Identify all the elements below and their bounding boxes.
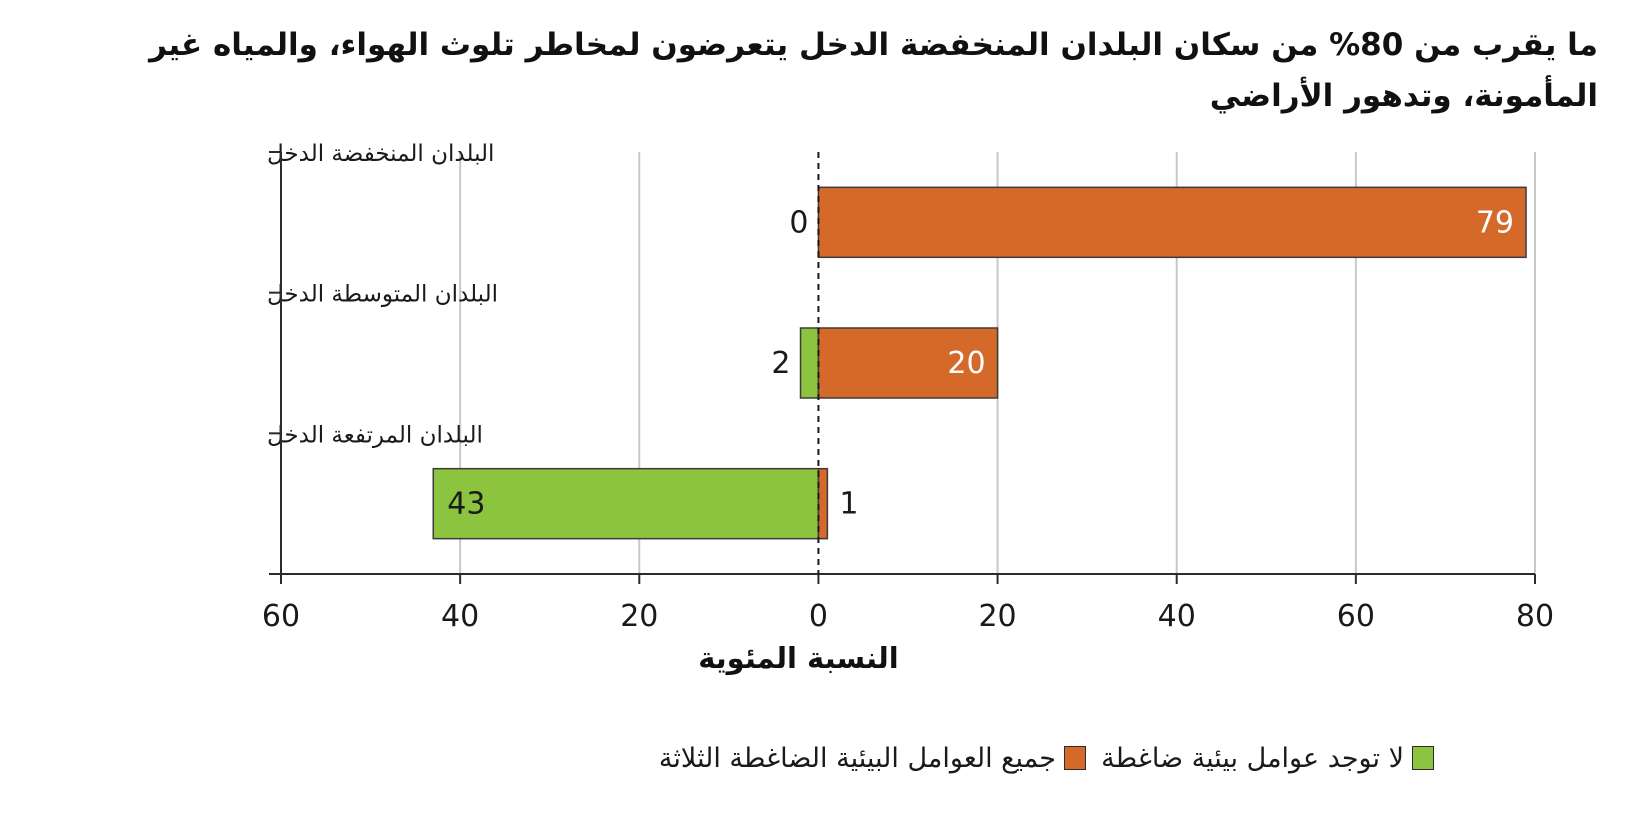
data-label-no-pressure: 0: [789, 205, 808, 240]
x-tick-label: 80: [1516, 599, 1554, 634]
legend: لا توجد عوامل بيئية ضاغطة جميع العوامل ا…: [0, 738, 1646, 778]
x-tick-label: 20: [620, 599, 658, 634]
legend-label-no-pressure: لا توجد عوامل بيئية ضاغطة: [1101, 742, 1404, 774]
x-tick-label: 60: [262, 599, 300, 634]
legend-swatch-no-pressure: [1412, 746, 1434, 770]
chart-title: ما يقرب من 80% من سكان البلدان المنخفضة …: [149, 27, 1598, 114]
bar-all-pressures: [817, 186, 1527, 259]
data-label-no-pressure: 2: [771, 346, 790, 381]
bar-all-pressures: [817, 327, 999, 399]
data-label-all-pressures: 79: [1476, 205, 1514, 240]
legend-label-all-pressures: جميع العوامل البيئية الضاغطة الثلاثة: [658, 742, 1056, 774]
data-label-all-pressures: 20: [947, 346, 985, 381]
legend-item-no-pressure: لا توجد عوامل بيئية ضاغطة: [1101, 738, 1434, 778]
bar-no-pressure: [432, 467, 820, 540]
bar-all-pressures: [817, 467, 829, 540]
x-tick-label: 60: [1337, 599, 1375, 634]
x-tick-label: 40: [1158, 599, 1196, 634]
x-tick-label: 20: [978, 599, 1016, 634]
data-label-no-pressure: 43: [447, 487, 485, 522]
x-tick-label: 40: [441, 599, 479, 634]
x-axis-title: النسبة المئوية: [698, 641, 898, 675]
category-label: البلدان المرتفعة الدخل: [267, 422, 483, 448]
bar-chart: 0 79 البلدان المنخفضة الدخل 2 20 البلدان المت…: [262, 141, 1554, 675]
data-label-all-pressures: 1: [839, 487, 858, 522]
x-tick-label: 0: [809, 599, 828, 634]
bar-no-pressure: [799, 327, 820, 399]
category-label: البلدان المتوسطة الدخل: [267, 282, 498, 308]
legend-item-all-pressures: جميع العوامل البيئية الضاغطة الثلاثة: [659, 738, 1086, 778]
legend-swatch-all-pressures: [1064, 746, 1086, 770]
category-label: البلدان المنخفضة الدخل: [267, 141, 494, 167]
